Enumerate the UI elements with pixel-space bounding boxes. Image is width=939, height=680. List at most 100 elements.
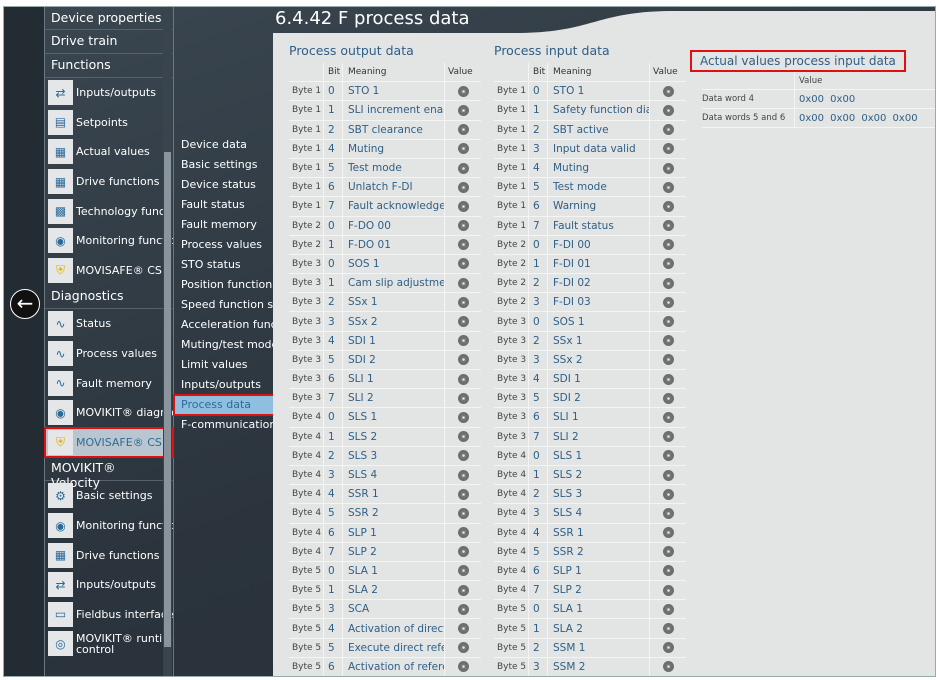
value-cell xyxy=(649,293,686,312)
sidebar-item[interactable]: ▩ Technology functi xyxy=(45,196,173,226)
status-led-icon xyxy=(662,469,674,481)
table-row: Byte 1 5 Test mode xyxy=(289,158,481,179)
sidebar-section-header[interactable]: MOVIKIT® Velocity xyxy=(45,457,173,490)
sidebar-item[interactable]: ▦ Drive functions xyxy=(45,167,173,197)
sidebar-item[interactable]: ∿ Status xyxy=(45,309,173,339)
status-led-icon xyxy=(662,85,674,97)
value-cell xyxy=(649,657,686,676)
sidebar-item-label: Process values xyxy=(76,347,158,361)
meaning-cell: F-DI 00 xyxy=(547,235,649,254)
value-cell xyxy=(649,465,686,485)
bit-cell: 5 xyxy=(528,178,547,197)
subnav-item[interactable]: Device data xyxy=(181,138,247,151)
byte-cell: Byte 1 xyxy=(497,220,527,231)
sidebar-item-label: Fieldbus interface xyxy=(76,607,173,621)
subnav-item[interactable]: Speed function sta xyxy=(181,298,274,311)
subnav-item[interactable]: Process data xyxy=(173,394,275,416)
value-cell xyxy=(444,600,481,619)
subnav-item[interactable]: STO status xyxy=(181,258,241,271)
status-led-icon xyxy=(457,431,469,443)
status-led-icon xyxy=(662,258,674,270)
runtime-icon: ◎ xyxy=(48,631,73,657)
meaning-cell: SLP 2 xyxy=(342,542,444,561)
bit-cell: 4 xyxy=(323,139,342,158)
sidebar-section-header[interactable]: Diagnostics xyxy=(45,285,173,310)
value-cell xyxy=(444,408,481,427)
sidebar-item[interactable]: ⇄ Inputs/outputs xyxy=(45,570,173,600)
status-led-icon xyxy=(457,488,469,500)
sidebar-item[interactable]: ⛨ MOVISAFE® CS.. xyxy=(44,426,174,459)
byte-cell: Byte 4 xyxy=(497,585,527,596)
back-button[interactable]: ← xyxy=(10,289,40,319)
sidebar-item[interactable]: ◉ Monitoring functio xyxy=(45,511,173,541)
subnav-item[interactable]: Limit values xyxy=(181,358,248,371)
byte-cell: Byte 1 xyxy=(292,163,322,174)
sidebar-item[interactable]: ∿ Process values xyxy=(45,339,173,369)
subnav-item[interactable]: Fault status xyxy=(181,198,245,211)
fault-memory-icon: ∿ xyxy=(48,370,73,396)
meaning-cell: Test mode xyxy=(342,158,444,178)
sidebar-item[interactable]: ▦ Actual values xyxy=(45,137,173,167)
subnav-item[interactable]: Position function s xyxy=(181,278,274,291)
status-led-icon xyxy=(457,527,469,539)
sidebar-item[interactable]: ▦ Drive functions xyxy=(45,540,173,570)
table-row: Byte 1 2 SBT active xyxy=(494,120,686,140)
bit-cell: 4 xyxy=(528,158,547,178)
byte-cell: Byte 2 xyxy=(292,239,322,250)
bit-cell: 2 xyxy=(323,446,342,465)
status-led-icon xyxy=(662,296,674,308)
sidebar-section-header[interactable]: Functions xyxy=(45,54,173,78)
sidebar-item-label: MOVIKIT® runtim control xyxy=(76,631,173,656)
drive-functions-icon: ▦ xyxy=(48,169,73,195)
sidebar-item[interactable]: ◎ MOVIKIT® runtim control xyxy=(45,629,173,659)
sidebar-scroll-thumb[interactable] xyxy=(164,152,171,647)
sidebar-section-header[interactable]: Device properties xyxy=(45,7,173,30)
bit-cell: 6 xyxy=(323,657,342,676)
value-header: Value xyxy=(794,72,822,89)
table-row: Byte 3 6 SLI 1 xyxy=(289,370,481,390)
bit-cell: 4 xyxy=(323,331,342,350)
table-header: Bit Meaning Value xyxy=(289,63,481,83)
status-led-icon xyxy=(662,104,674,116)
sidebar-item[interactable]: ▤ Setpoints xyxy=(45,108,173,138)
status-led-icon xyxy=(662,220,674,232)
status-led-icon xyxy=(662,603,674,615)
sidebar-item[interactable]: ⇄ Inputs/outputs xyxy=(45,78,173,108)
sidebar-item-label: Monitoring functio xyxy=(76,234,173,248)
subnav-item[interactable]: F-communication xyxy=(181,418,274,431)
subnav-item[interactable]: Device status xyxy=(181,178,256,191)
io-icon: ⇄ xyxy=(48,80,73,106)
column-header: Bit xyxy=(323,63,342,82)
byte-cell: Byte 3 xyxy=(292,316,322,327)
subnav-item[interactable]: Acceleration functi xyxy=(181,318,274,331)
subnav-item[interactable]: Process values xyxy=(181,238,263,251)
sidebar-section-header[interactable]: Drive train xyxy=(45,30,173,54)
table-row: Byte 3 4 SDI 1 xyxy=(494,370,686,390)
value-cell xyxy=(649,561,686,581)
subnav-item[interactable]: Basic settings xyxy=(181,158,258,171)
sidebar-item[interactable]: ⚙ Basic settings xyxy=(45,481,173,511)
table-row: Byte 4 2 SLS 3 xyxy=(289,446,481,466)
value-cell xyxy=(444,370,481,389)
byte-cell: Byte 1 xyxy=(497,143,527,154)
table-row: Byte 1 3 Input data valid xyxy=(494,139,686,159)
status-led-icon xyxy=(457,258,469,270)
bit-cell: 2 xyxy=(528,331,547,350)
bit-cell: 3 xyxy=(323,600,342,619)
sidebar-item[interactable]: ▭ Fieldbus interface xyxy=(45,600,173,630)
subnav-item[interactable]: Muting/test mode xyxy=(181,338,274,351)
meaning-cell: Fault acknowledge xyxy=(342,197,444,216)
byte-cell: Byte 3 xyxy=(292,297,322,308)
subnav-item[interactable]: Fault memory xyxy=(181,218,257,231)
status-led-icon xyxy=(457,104,469,116)
meaning-cell: F-DI 02 xyxy=(547,274,649,293)
value-cell xyxy=(649,139,686,158)
meaning-cell: SSR 1 xyxy=(342,485,444,504)
subnav-item[interactable]: Inputs/outputs xyxy=(181,378,261,391)
bit-cell: 5 xyxy=(323,504,342,523)
sidebar-item[interactable]: ◉ MOVIKIT® diagno xyxy=(45,398,173,428)
meaning-cell: Muting xyxy=(342,139,444,158)
sidebar-item[interactable]: ∿ Fault memory xyxy=(45,368,173,398)
sidebar-item[interactable]: ◉ Monitoring functio xyxy=(45,226,173,256)
sidebar-item[interactable]: ⛨ MOVISAFE® CS.. xyxy=(45,256,173,286)
